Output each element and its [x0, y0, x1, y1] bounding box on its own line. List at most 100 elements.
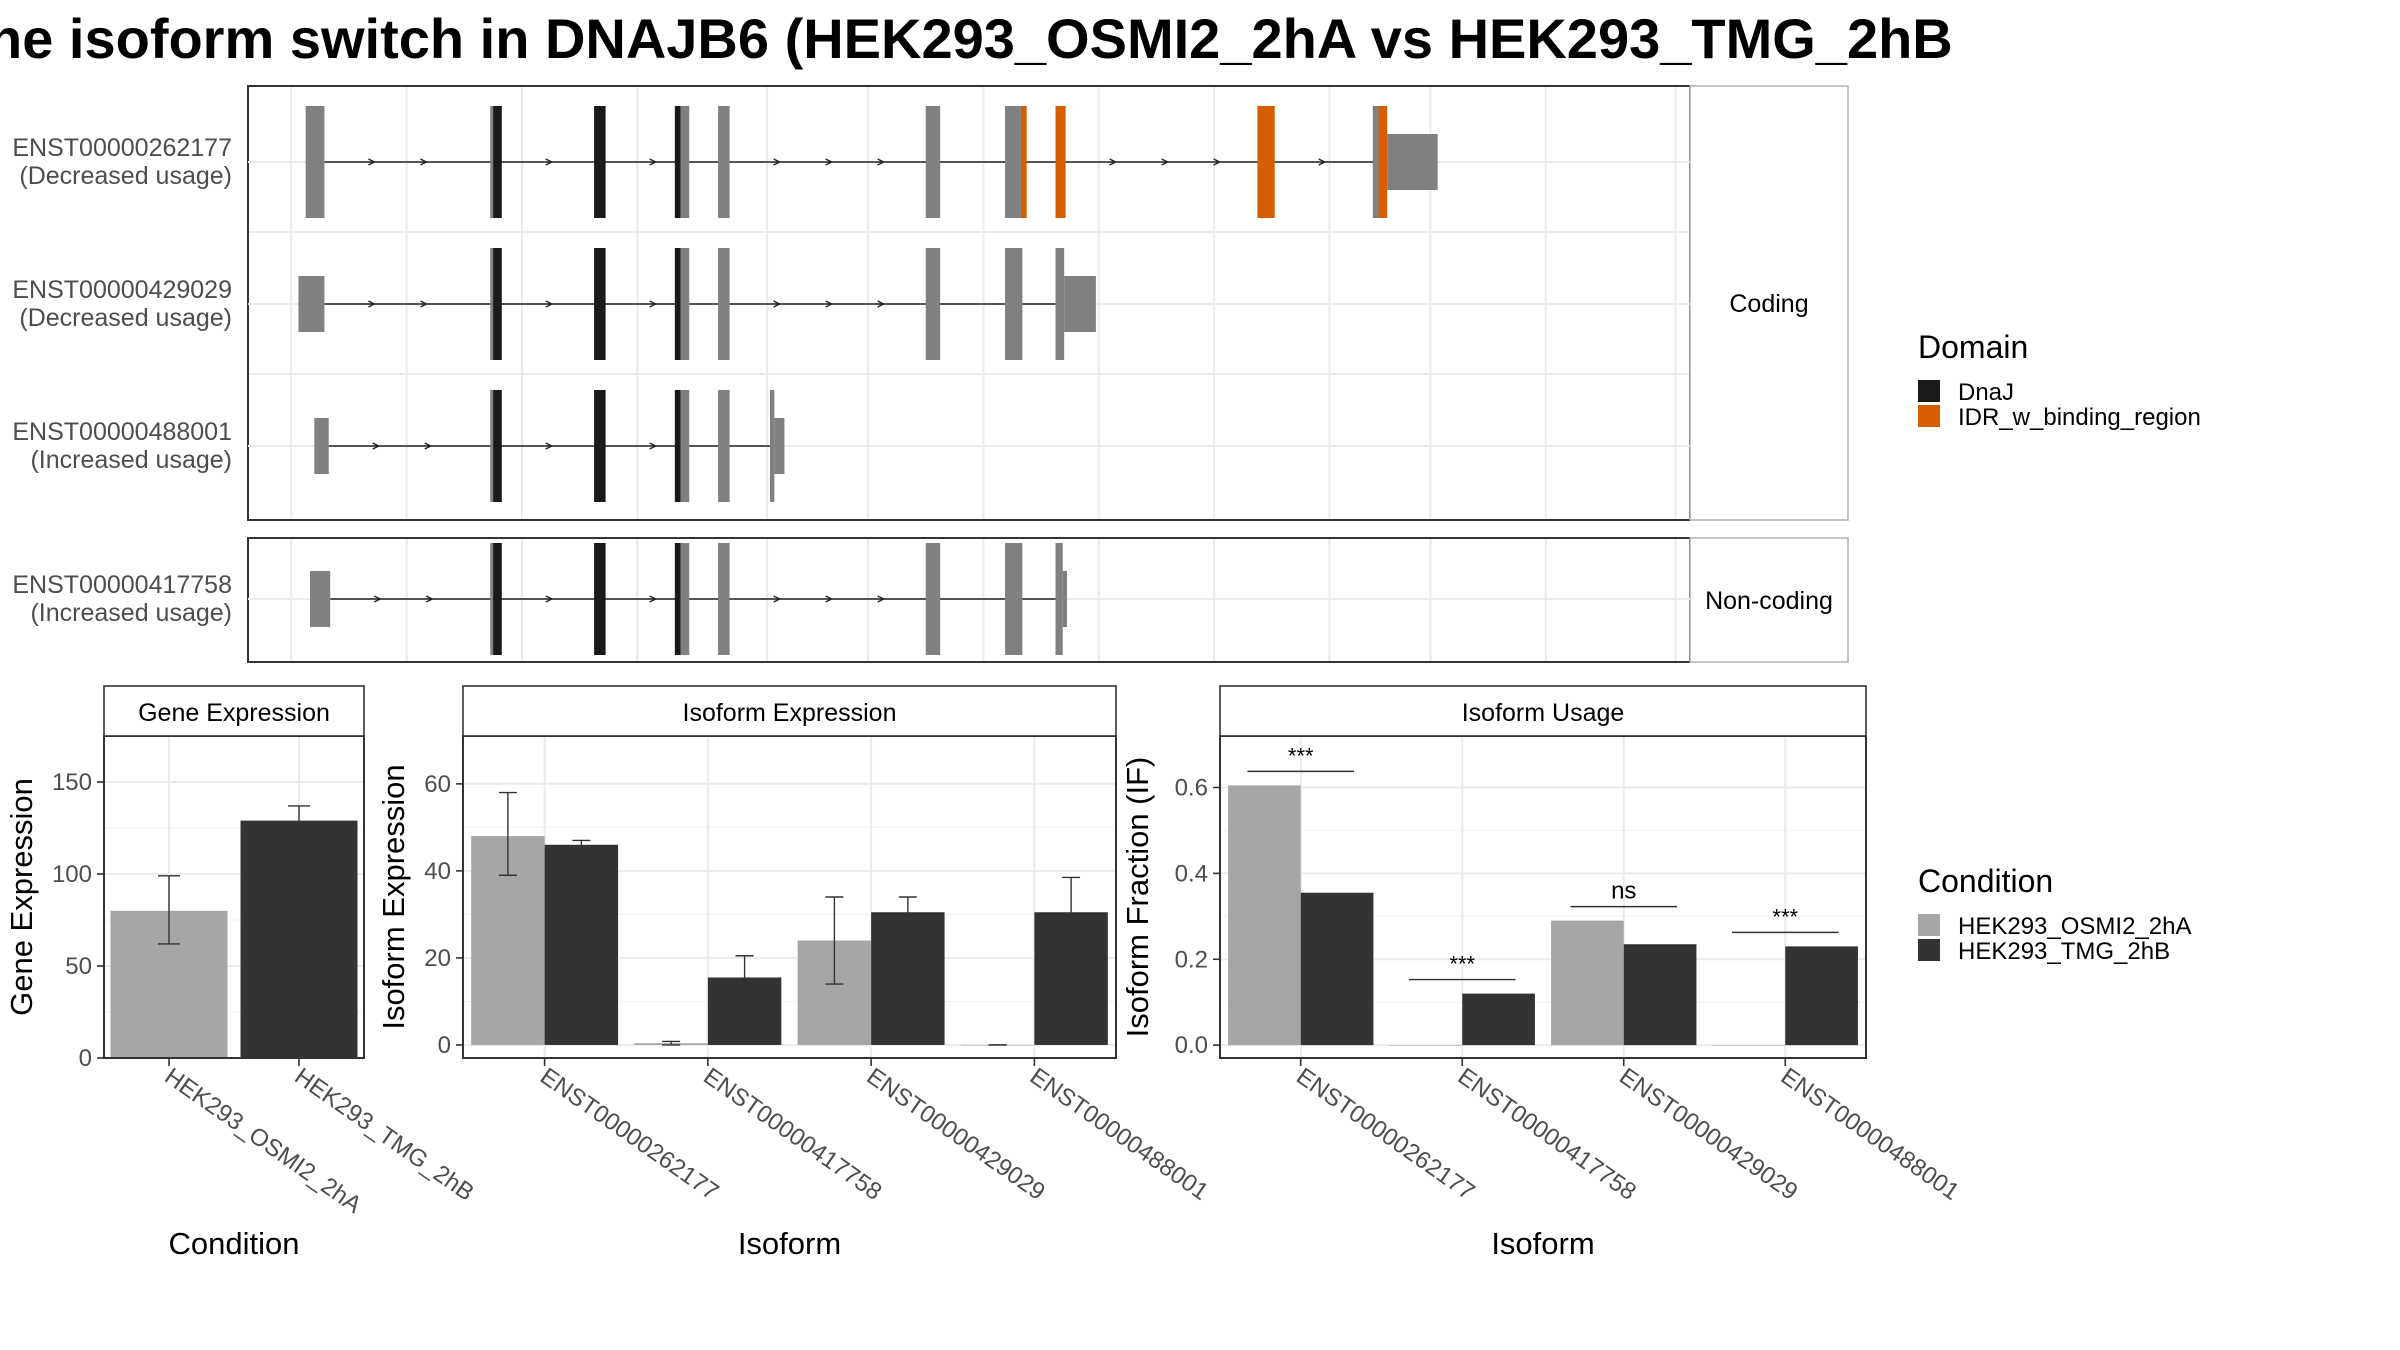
- legend-label: DnaJ: [1958, 379, 2014, 406]
- x-tick-label: ENST00000488001: [1776, 1063, 1964, 1206]
- exon: [298, 276, 325, 332]
- x-axis-title: Isoform: [1491, 1226, 1594, 1261]
- legend-label: HEK293_TMG_2hB: [1958, 938, 2170, 965]
- bar: [1623, 944, 1697, 1046]
- exon: [1005, 248, 1023, 360]
- intron-direction-arrow: [1213, 158, 1222, 166]
- exon: [718, 106, 730, 218]
- intron-direction-arrow: [773, 158, 782, 166]
- domain-exon-dnaj: [493, 106, 502, 218]
- intron-direction-arrow: [545, 442, 554, 450]
- y-tick-label: 0.4: [1175, 860, 1208, 887]
- y-tick-label: 20: [424, 945, 451, 972]
- exon: [770, 390, 775, 502]
- transcript-label: ENST00000262177: [12, 134, 232, 162]
- intron-direction-arrow: [368, 300, 376, 308]
- exon: [925, 106, 941, 218]
- domain-exon-dnaj: [674, 543, 681, 655]
- intron-direction-arrow: [545, 300, 554, 308]
- intron-direction-arrow: [877, 595, 886, 603]
- bar: [1228, 785, 1301, 1046]
- exon: [680, 248, 690, 360]
- intron-direction-arrow: [373, 595, 382, 603]
- chart-panel: *** *** ns *** Isoform Usage 0.0 0.2 0.4 0.6 ENST…: [1120, 685, 1964, 1261]
- intron-direction-arrow: [877, 158, 886, 166]
- domain-exon-dnaj: [674, 106, 681, 218]
- bar: [1462, 993, 1535, 1046]
- intron-direction-arrow: [1109, 158, 1118, 166]
- domain-exon-dnaj: [594, 248, 606, 360]
- y-tick-label: 50: [65, 953, 92, 980]
- y-tick-label: 100: [52, 861, 92, 888]
- domain-exon-idr: [1055, 106, 1066, 218]
- exon: [1387, 134, 1438, 190]
- x-axis-title: Isoform: [738, 1226, 841, 1261]
- y-tick-label: 0.6: [1175, 775, 1208, 802]
- exon: [925, 543, 941, 655]
- x-tick-label: ENST00000488001: [1025, 1063, 1213, 1206]
- facet-strip-label: Isoform Expression: [683, 699, 897, 727]
- intron-direction-arrow: [825, 300, 834, 308]
- domain-exon-dnaj: [493, 390, 502, 502]
- intron-direction-arrow: [649, 300, 658, 308]
- legend-key: [1918, 939, 1940, 961]
- intron-direction-arrow: [1161, 158, 1170, 166]
- bar: [544, 844, 619, 1045]
- exon: [490, 390, 494, 502]
- transcript-structure-panel: CodingNon-codingENST00000262177(Decrease…: [12, 85, 1849, 663]
- legend-key: [1918, 914, 1940, 936]
- exon: [680, 390, 690, 502]
- bar: [1300, 892, 1374, 1046]
- transcript-usage-label: (Increased usage): [30, 599, 232, 627]
- facet-strip-label: Non-coding: [1705, 587, 1833, 615]
- exon: [680, 543, 690, 655]
- exon: [680, 106, 690, 218]
- intron-direction-arrow: [372, 442, 381, 450]
- exon: [490, 248, 494, 360]
- intron-direction-arrow: [545, 158, 554, 166]
- intron-direction-arrow: [424, 442, 433, 450]
- facet-strip: [1689, 537, 1849, 663]
- intron-direction-arrow: [368, 158, 376, 166]
- chart-panel: Isoform Expression 0 20 40 60 ENST00000262177…: [376, 685, 1213, 1261]
- y-tick-label: 0.0: [1175, 1032, 1208, 1059]
- transcript-label: ENST00000429029: [12, 276, 232, 304]
- domain-exon-dnaj: [594, 390, 606, 502]
- facet-strip: [1219, 685, 1867, 737]
- legend-label: IDR_w_binding_region: [1958, 404, 2201, 431]
- intron-direction-arrow: [877, 300, 886, 308]
- intron-direction-arrow: [420, 158, 428, 166]
- intron-direction-arrow: [420, 300, 428, 308]
- domain-exon-idr: [1378, 106, 1388, 218]
- y-tick-label: 60: [424, 771, 451, 798]
- x-tick-label: ENST00000262177: [535, 1063, 723, 1206]
- legend-label: HEK293_OSMI2_2hA: [1958, 913, 2191, 940]
- domain-exon-dnaj: [674, 248, 681, 360]
- exon: [1055, 543, 1063, 655]
- facet-strip-label: Isoform Usage: [1462, 699, 1625, 727]
- x-tick-label: ENST00000429029: [862, 1063, 1050, 1206]
- domain-exon-dnaj: [493, 543, 502, 655]
- significance-label: ns: [1611, 878, 1636, 905]
- significance-label: ***: [1449, 952, 1475, 977]
- exon: [774, 418, 785, 474]
- x-tick-label: ENST00000262177: [1291, 1063, 1479, 1206]
- exon: [718, 543, 730, 655]
- y-axis-title: Isoform Fraction (IF): [1120, 757, 1155, 1038]
- exon: [1055, 248, 1065, 360]
- intron-direction-arrow: [425, 595, 434, 603]
- x-tick-label: ENST00000429029: [1614, 1063, 1802, 1206]
- exon: [1005, 543, 1023, 655]
- y-tick-label: 0: [438, 1032, 451, 1059]
- y-tick-label: 0: [79, 1045, 92, 1072]
- significance-label: ***: [1288, 743, 1314, 768]
- bar: [871, 912, 945, 1045]
- transcript-usage-label: (Increased usage): [30, 446, 232, 474]
- y-tick-label: 150: [52, 769, 92, 796]
- legend-key: [1918, 405, 1940, 427]
- transcript-label: ENST00000488001: [12, 418, 232, 446]
- bar: [1389, 1045, 1463, 1046]
- exon: [718, 390, 730, 502]
